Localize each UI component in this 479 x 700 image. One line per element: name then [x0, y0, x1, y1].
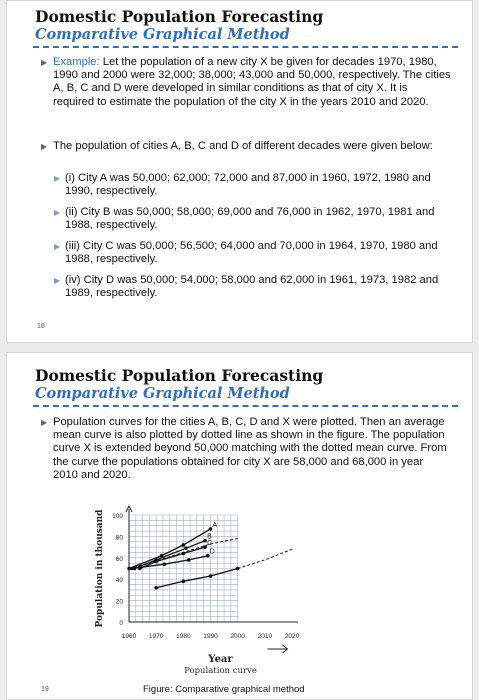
- example-label: Example:: [53, 56, 100, 68]
- y-tick-label: 20: [116, 599, 124, 606]
- sub-bullet-arrow-icon: ▶: [54, 174, 61, 183]
- series-label: C: [207, 540, 212, 547]
- bullet-arrow-icon: ▶: [41, 142, 48, 151]
- slide-title: Domestic Population Forecasting: [35, 7, 324, 26]
- body-bullet: ▶ Population curves for the cities A, B,…: [41, 416, 451, 482]
- x-tick-label: 2000: [230, 633, 245, 640]
- page-number: 19: [41, 686, 49, 693]
- series-line-unnamed-5: [156, 567, 238, 589]
- y-tick-label: 60: [116, 556, 124, 563]
- series-label: B: [207, 534, 212, 541]
- data-point: [203, 538, 207, 543]
- body-text: Population curves for the cities A, B, C…: [53, 416, 447, 481]
- y-axis-arrow-icon: [125, 504, 133, 513]
- intro-text: The population of cities A, B, C and D o…: [53, 140, 433, 152]
- sub-bullet-arrow-icon: ▶: [54, 242, 61, 251]
- bullet-arrow-icon: ▶: [41, 58, 48, 67]
- data-point: [162, 562, 167, 567]
- data-point: [154, 585, 158, 590]
- figure-caption: Figure: Comparative graphical method: [143, 684, 305, 695]
- data-point: [208, 574, 213, 578]
- series-line-unnamed-6: [237, 548, 293, 569]
- chart-grid: [128, 514, 238, 623]
- sub-bullet-arrow-icon: ▶: [54, 276, 61, 285]
- list-item-text: (iii) City C was 50,000; 56,500; 64,000 …: [65, 240, 438, 266]
- data-point: [235, 566, 240, 571]
- slide-subtitle: Comparative Graphical Method: [35, 26, 290, 43]
- data-point: [203, 545, 207, 549]
- series-label: A: [213, 522, 218, 529]
- dashed-divider: [33, 46, 458, 48]
- data-point: [154, 559, 158, 564]
- x-tick-label: 2010: [258, 633, 273, 640]
- x-tick-label: 2020: [285, 633, 300, 640]
- x-tick-label: 1980: [176, 633, 191, 640]
- y-tick-label: 0: [119, 620, 123, 627]
- data-point: [205, 553, 210, 558]
- bullet-arrow-icon: ▶: [41, 418, 48, 427]
- y-tick-label: 40: [116, 577, 124, 584]
- chart-axes: [125, 504, 298, 623]
- x-tick-label: 1990: [203, 633, 218, 640]
- example-text: Let the population of a new city X be gi…: [53, 56, 451, 108]
- x-direction-arrow-icon: [267, 644, 289, 654]
- data-point: [186, 558, 191, 562]
- population-chart: 0 20 40 60 80 100 1960 1970 1980 1990 2000 2010 2020…: [95, 504, 300, 676]
- data-point: [127, 566, 131, 571]
- data-point: [208, 527, 213, 531]
- series-line-c: [139, 546, 206, 570]
- chart-series: [127, 527, 293, 590]
- list-item-text: (i) City A was 50,000; 62,000; 72,000 an…: [65, 172, 431, 198]
- slide-19: Domestic Population Forecasting Comparat…: [6, 352, 473, 700]
- series-line-a: [128, 528, 211, 570]
- slide-subtitle: Comparative Graphical Method: [35, 385, 290, 402]
- dashed-divider: [33, 405, 458, 407]
- intro-bullet: ▶ The population of cities A, B, C and D…: [41, 140, 451, 153]
- slide-18: Domestic Population Forecasting Comparat…: [6, 0, 473, 343]
- x-tick-label: 1960: [122, 633, 137, 640]
- y-tick-label: 80: [116, 534, 124, 541]
- sub-bullet-arrow-icon: ▶: [54, 208, 61, 217]
- list-item: ▶ (iv) City D was 50,000; 54,000; 58,000…: [54, 274, 451, 300]
- slide-title: Domestic Population Forecasting: [35, 366, 324, 385]
- y-tick-label: 100: [112, 513, 123, 520]
- data-point: [181, 579, 186, 584]
- series-label: D: [210, 549, 215, 556]
- list-item: ▶ (ii) City B was 50,000; 58,000; 69,000…: [54, 206, 451, 232]
- x-axis-sublabel: Population curve: [184, 666, 257, 676]
- list-item-text: (ii) City B was 50,000; 58,000; 69,000 a…: [65, 206, 435, 232]
- series-line-unnamed-4: [128, 538, 238, 569]
- series-line-d: [131, 555, 208, 570]
- page-number: 18: [37, 323, 45, 330]
- list-item: ▶ (iii) City C was 50,000; 56,500; 64,00…: [54, 240, 451, 266]
- data-point: [181, 543, 186, 547]
- x-tick-label: 1970: [149, 633, 164, 640]
- x-axis-label: Year: [207, 654, 233, 665]
- list-item-text: (iv) City D was 50,000; 54,000; 58,000 a…: [65, 274, 439, 300]
- data-point: [159, 553, 164, 558]
- chart-labels: 0 20 40 60 80 100 1960 1970 1980 1990 2000 2010 2020…: [95, 509, 300, 676]
- list-item: ▶ (i) City A was 50,000; 62,000; 72,000 …: [54, 172, 451, 198]
- example-bullet: ▶ Example: Let the population of a new c…: [41, 56, 451, 109]
- data-point: [184, 546, 188, 550]
- y-axis-label: Population in thousand: [95, 509, 105, 628]
